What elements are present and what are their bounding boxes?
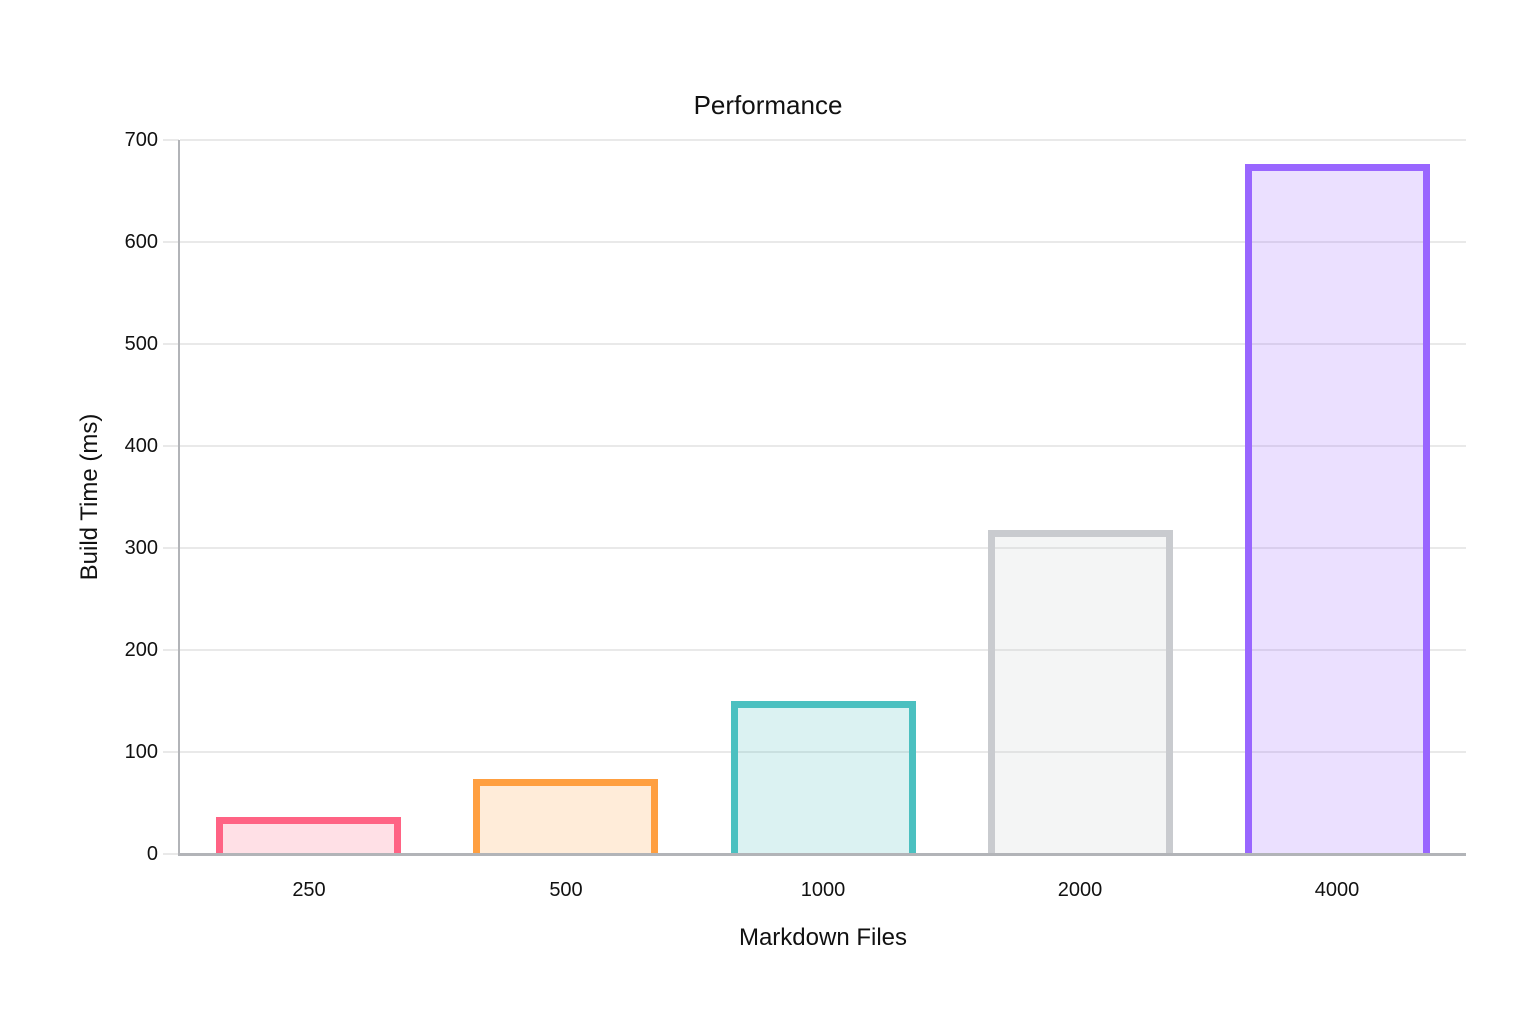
y-tick-0 xyxy=(163,853,179,855)
y-tick-label: 200 xyxy=(124,639,158,661)
gridline-400 xyxy=(180,445,1466,447)
y-tick-700 xyxy=(163,139,179,141)
x-axis-baseline xyxy=(178,853,1466,856)
x-axis-title: Markdown Files xyxy=(738,924,908,951)
bar-250 xyxy=(216,817,401,854)
gridline-300 xyxy=(180,547,1466,549)
y-tick-label: 700 xyxy=(124,129,158,151)
y-tick-label: 500 xyxy=(124,333,158,355)
x-tick-label-2000: 2000 xyxy=(1057,879,1103,901)
gridline-100 xyxy=(180,751,1466,753)
x-tick-label-500: 500 xyxy=(549,879,583,901)
gridline-500 xyxy=(180,343,1466,345)
y-tick-300 xyxy=(163,547,179,549)
bar-500 xyxy=(473,779,658,854)
gridline-600 xyxy=(180,241,1466,243)
y-tick-label: 0 xyxy=(146,843,158,865)
y-tick-500 xyxy=(163,343,179,345)
x-tick-label-250: 250 xyxy=(292,879,326,901)
bar-4000 xyxy=(1245,164,1430,854)
bar-1000 xyxy=(731,701,916,854)
x-tick-label-1000: 1000 xyxy=(800,879,846,901)
y-tick-100 xyxy=(163,751,179,753)
bar-2000 xyxy=(988,530,1173,854)
gridline-700 xyxy=(180,139,1466,141)
y-tick-400 xyxy=(163,445,179,447)
gridline-200 xyxy=(180,649,1466,651)
y-tick-label: 400 xyxy=(124,435,158,457)
y-tick-label: 100 xyxy=(124,741,158,763)
y-tick-200 xyxy=(163,649,179,651)
y-axis-line xyxy=(178,140,180,856)
x-tick-label-4000: 4000 xyxy=(1314,879,1360,901)
y-tick-label: 300 xyxy=(124,537,158,559)
chart-title: Performance xyxy=(693,90,843,120)
y-tick-label: 600 xyxy=(124,231,158,253)
y-tick-600 xyxy=(163,241,179,243)
